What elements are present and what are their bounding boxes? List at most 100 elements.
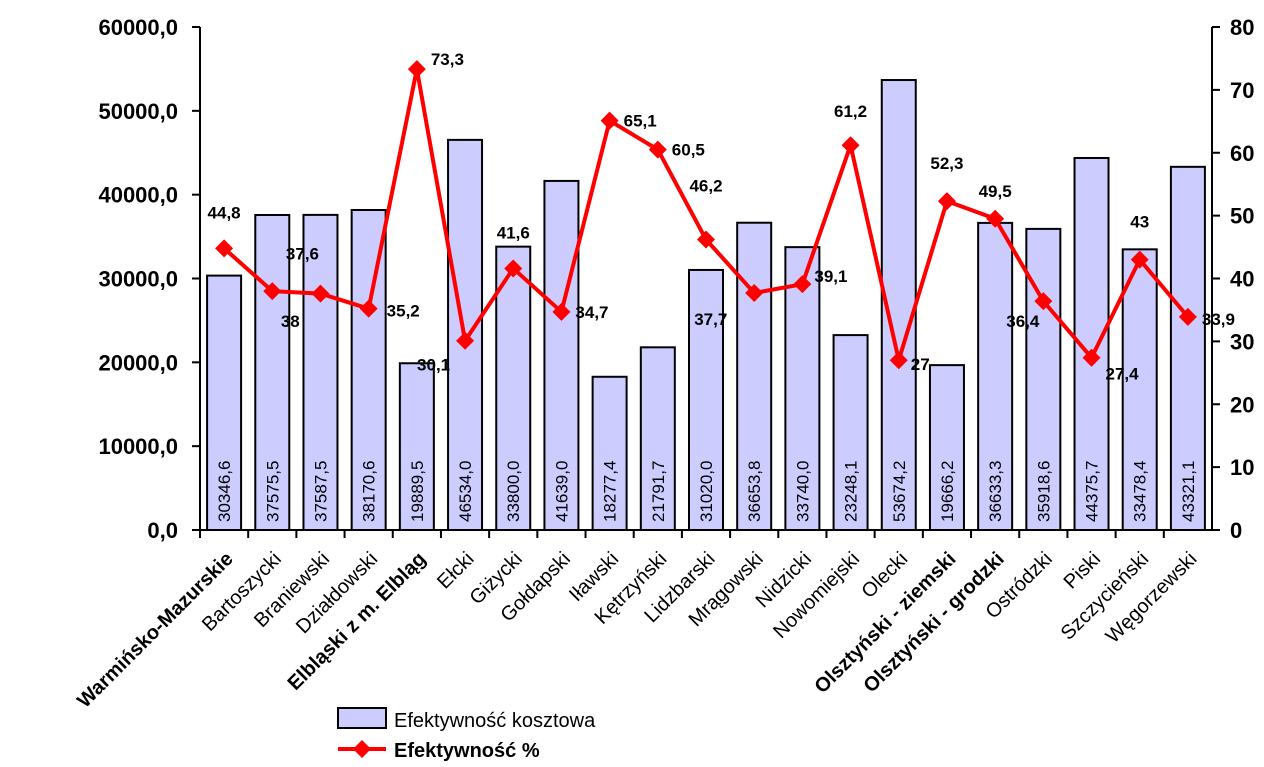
left-axis-tick-label: 10000,0 bbox=[98, 434, 178, 459]
bar bbox=[736, 221, 773, 532]
axes-layer: 0,0 10000,0 20000,0 30000,0 40000,0 50000,0 60… bbox=[98, 15, 1254, 543]
left-axis-tick-label: 40000,0 bbox=[98, 183, 178, 208]
line-point-marker bbox=[359, 299, 378, 318]
bar-value-label: 19889,5 bbox=[408, 461, 427, 522]
bar-value-label: 31020,0 bbox=[697, 461, 716, 522]
line-point-marker bbox=[841, 136, 860, 155]
point-labels-layer: 44,8 38 37,6 35,2 73,3 30,1 41,6 34,7 65,1 60,5 46… bbox=[208, 50, 1235, 384]
line-point-marker bbox=[600, 111, 619, 130]
legend-bar-label: Efektywność kosztowa bbox=[394, 710, 596, 732]
left-axis-tick-label: 50000,0 bbox=[98, 99, 178, 124]
right-axis-tick-label: 30 bbox=[1230, 329, 1254, 354]
line-point-marker bbox=[456, 331, 475, 350]
bar bbox=[688, 268, 724, 531]
right-axis-tick-label: 0 bbox=[1230, 518, 1242, 543]
right-axis-tick-label: 10 bbox=[1230, 455, 1254, 480]
line-point-label: 30,1 bbox=[417, 356, 450, 375]
right-axis-tick-label: 50 bbox=[1230, 204, 1254, 229]
legend: Efektywność kosztowa Efektywność % bbox=[337, 707, 596, 762]
line-point-label: 52,3 bbox=[930, 154, 963, 173]
bar bbox=[350, 209, 387, 531]
bar-value-label: 18277,4 bbox=[601, 461, 620, 522]
bar-value-label: 33478,4 bbox=[1131, 461, 1150, 522]
line-point-label: 33,9 bbox=[1202, 310, 1235, 329]
line-point-marker bbox=[215, 239, 234, 258]
bar-value-label: 43321,1 bbox=[1179, 461, 1198, 522]
line-point-label: 61,2 bbox=[834, 102, 867, 121]
bar-value-label: 41639,0 bbox=[552, 461, 571, 522]
right-axis-tick-label: 80 bbox=[1230, 15, 1254, 40]
line-point-label: 60,5 bbox=[672, 141, 705, 160]
line-point-label: 73,3 bbox=[431, 50, 464, 69]
line-point-marker bbox=[552, 302, 571, 321]
line-point-marker bbox=[1178, 307, 1197, 326]
line-point-label: 41,6 bbox=[497, 223, 530, 242]
right-axis-tick-label: 40 bbox=[1230, 267, 1254, 292]
bar bbox=[254, 213, 291, 531]
line-point-marker bbox=[1082, 348, 1101, 367]
line-layer bbox=[215, 60, 1197, 370]
bar-value-label: 21791,7 bbox=[649, 461, 668, 522]
bar bbox=[1169, 165, 1206, 532]
bar bbox=[639, 346, 676, 532]
line-point-label: 37,6 bbox=[286, 245, 319, 264]
legend-line-label: Efektywność % bbox=[394, 740, 540, 762]
line-point-marker bbox=[697, 230, 715, 249]
bar bbox=[977, 221, 1014, 531]
right-axis-tick-label: 20 bbox=[1230, 392, 1254, 417]
bar bbox=[206, 274, 243, 531]
line-point-marker bbox=[407, 60, 426, 79]
bar bbox=[1121, 248, 1158, 531]
bar-value-label: 53674,2 bbox=[890, 461, 909, 522]
line-point-label: 27,4 bbox=[1106, 365, 1140, 384]
line-point-label: 44,8 bbox=[208, 203, 241, 222]
line-point-marker bbox=[648, 140, 667, 159]
bar bbox=[832, 334, 869, 531]
line-point-label: 37,7 bbox=[694, 310, 727, 329]
line-point-marker bbox=[311, 284, 330, 303]
legend-bar-swatch bbox=[337, 707, 387, 729]
bar-labels-layer: 30346,6 37575,5 37587,5 38170,6 19889,5 46534… bbox=[215, 461, 1198, 522]
left-axis-tick-label: 60000,0 bbox=[98, 15, 178, 40]
line-point-label: 35,2 bbox=[387, 302, 420, 321]
bar-value-label: 37575,5 bbox=[263, 461, 282, 522]
bar-value-label: 33740,0 bbox=[793, 461, 812, 522]
line-point-marker bbox=[986, 209, 1005, 228]
line-point-marker bbox=[1034, 292, 1053, 311]
bar-value-label: 46534,0 bbox=[456, 461, 475, 522]
line-point-marker bbox=[889, 351, 908, 370]
bar-value-label: 36653,8 bbox=[745, 461, 764, 522]
bar-value-label: 36633,3 bbox=[986, 461, 1005, 522]
bar-value-label: 30346,6 bbox=[215, 461, 234, 522]
line-point-label: 65,1 bbox=[624, 112, 657, 131]
right-axis-tick-label: 70 bbox=[1230, 78, 1254, 103]
line-point-label: 27 bbox=[911, 355, 930, 374]
left-axis-tick-label: 30000,0 bbox=[98, 267, 178, 292]
bar bbox=[928, 364, 965, 531]
bar-value-label: 33800,0 bbox=[504, 461, 523, 522]
left-axis-tick-label: 20000,0 bbox=[98, 350, 178, 375]
line-point-label: 43 bbox=[1130, 213, 1149, 232]
bar-value-label: 44375,7 bbox=[1083, 461, 1102, 522]
right-axis-tick-label: 60 bbox=[1230, 141, 1254, 166]
line-point-marker bbox=[937, 192, 956, 211]
bar-value-label: 23248,1 bbox=[842, 461, 861, 522]
line-point-marker bbox=[263, 282, 282, 301]
line-point-marker bbox=[793, 275, 812, 294]
bar-value-label: 19666,2 bbox=[938, 461, 957, 522]
line-point-label: 39,1 bbox=[814, 267, 847, 286]
line-point-marker bbox=[504, 259, 523, 278]
category-labels-layer: Warmińsko-MazurskieBartoszyckiBraniewski… bbox=[73, 548, 1201, 712]
line-point-label: 36,4 bbox=[1006, 312, 1040, 331]
line-point-label: 34,7 bbox=[575, 303, 608, 322]
bar-value-label: 35918,6 bbox=[1034, 461, 1053, 522]
line-point-marker bbox=[745, 283, 764, 302]
bar-value-label: 37587,5 bbox=[311, 461, 330, 522]
bar bbox=[543, 179, 580, 531]
line-point-label: 49,5 bbox=[979, 182, 1012, 201]
bars-layer bbox=[206, 79, 1206, 532]
legend-line-marker bbox=[353, 740, 371, 758]
bar-value-label: 38170,6 bbox=[360, 461, 379, 522]
left-axis-tick-label: 0,0 bbox=[147, 518, 178, 543]
